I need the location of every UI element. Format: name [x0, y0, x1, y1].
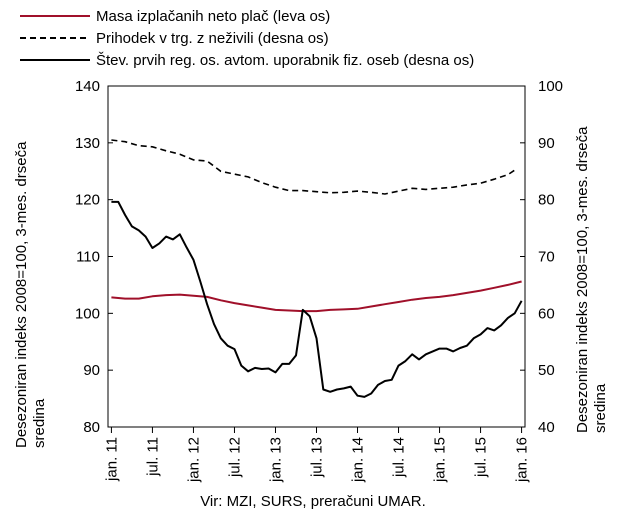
x-tick-label: jul. 15	[473, 437, 490, 478]
left-axis-title-line-2: sredina	[31, 398, 48, 448]
right-tick-label: 60	[538, 305, 555, 322]
x-tick-label: jan. 14	[350, 437, 367, 483]
right-tick-label: 80	[538, 192, 555, 209]
x-tick-label: jan. 16	[514, 437, 531, 483]
x-tick-label: jul. 11	[144, 437, 161, 477]
left-tick-label: 110	[76, 249, 100, 266]
left-tick-label: 80	[83, 419, 100, 436]
right-axis-title-line-1: Desezoniran indeks 2008=100, 3-mes. drse…	[574, 126, 591, 433]
left-tick-label: 90	[83, 362, 100, 379]
right-tick-label: 50	[538, 362, 555, 379]
right-axis: 40 50 60 70 80 90 100	[520, 78, 563, 436]
legend-label-2: Štev. prvih reg. os. avtom. uporabnik fi…	[96, 52, 474, 69]
legend-label-1: Prihodek v trg. z neživili (desna os)	[96, 30, 329, 47]
right-axis-title: Desezoniran indeks 2008=100, 3-mes. drse…	[574, 126, 609, 433]
right-tick-label: 100	[538, 78, 563, 95]
x-tick-label: jan. 12	[185, 437, 202, 483]
x-tick-label: jan. 15	[432, 437, 449, 483]
series-line-0	[111, 280, 522, 313]
left-tick-label: 130	[75, 135, 100, 152]
plot-frame	[107, 85, 526, 428]
left-axis: 80 90 100 110 120 130 140	[75, 78, 113, 436]
left-axis-title: Desezoniran indeks 2008=100, 3-mes. drse…	[13, 141, 48, 448]
left-tick-label: 100	[75, 305, 100, 322]
legend: Masa izplačanih neto plač (leva os) Priho…	[20, 8, 474, 69]
x-axis: jan. 11 jul. 11 jan. 12 jul. 12 jan. 13 jul. …	[103, 427, 531, 483]
legend-label-0: Masa izplačanih neto plač (leva os)	[96, 8, 330, 25]
x-tick-label: jul. 14	[391, 437, 408, 478]
source-note: Vir: MZI, SURS, preračuni UMAR.	[200, 493, 426, 510]
left-axis-title-line-1: Desezoniran indeks 2008=100, 3-mes. drse…	[13, 141, 30, 448]
right-tick-label: 90	[538, 135, 555, 152]
series-line-2	[111, 200, 523, 398]
right-tick-label: 40	[538, 419, 555, 436]
x-tick-label: jan. 13	[267, 437, 284, 483]
left-tick-label: 120	[75, 192, 100, 209]
right-axis-title-line-2: sredina	[592, 383, 609, 433]
right-tick-label: 70	[538, 249, 555, 266]
x-tick-label: jul. 12	[226, 437, 243, 478]
left-tick-label: 140	[75, 78, 100, 95]
series-layer	[111, 139, 523, 398]
series-line-1	[111, 139, 516, 195]
x-tick-label: jul. 13	[309, 437, 326, 478]
x-tick-label: jan. 11	[103, 437, 120, 482]
